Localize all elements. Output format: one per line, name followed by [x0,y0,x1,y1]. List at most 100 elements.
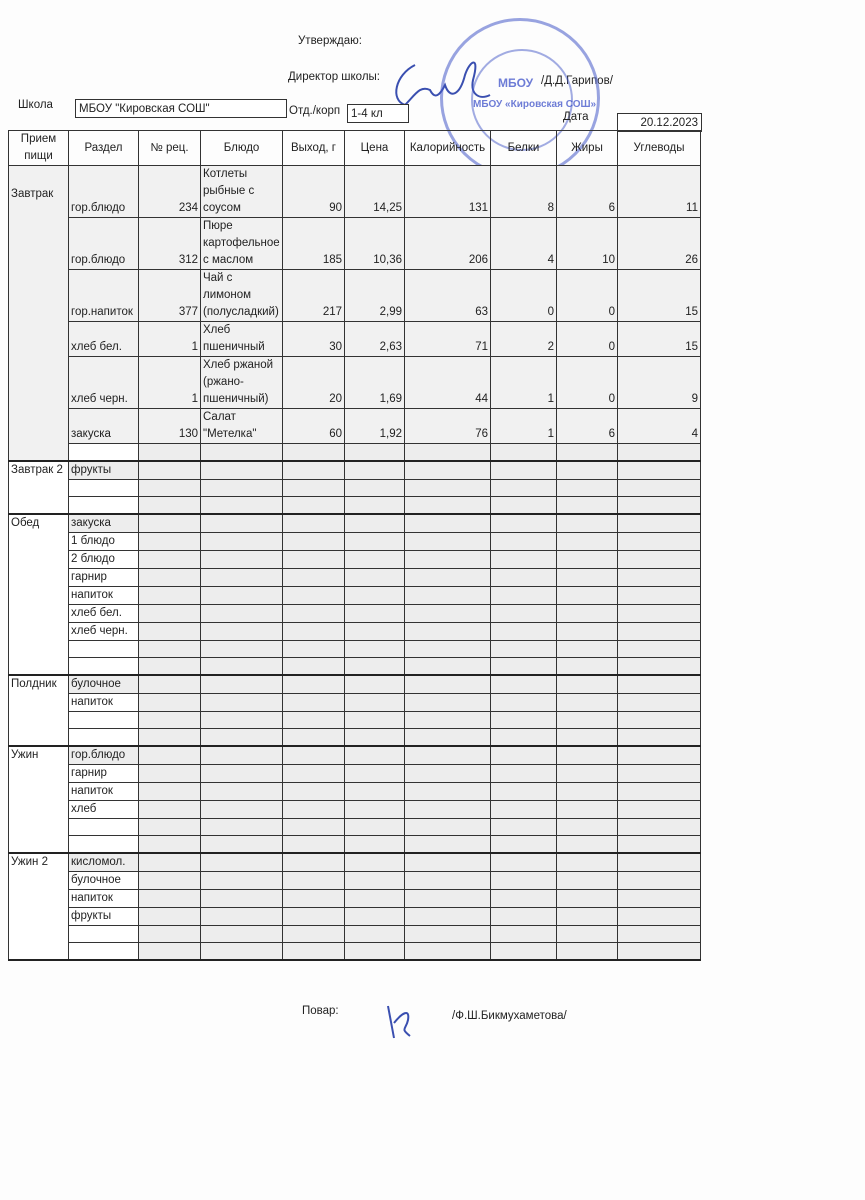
cell-dish [200,728,283,747]
cell-fat [556,925,618,943]
cell-section: хлеб черн. [68,622,139,641]
cell-carbs [617,693,701,712]
table-row: фрукты [9,907,701,926]
cell-protein [490,925,557,943]
meal-name: Завтрак [8,165,69,462]
cell-section [68,657,139,676]
cell-price [344,640,405,658]
cell-section [68,496,139,515]
cell-carbs: 11 [617,165,701,218]
cell-dish [200,622,283,641]
table-row [9,925,701,943]
cell-kcal [404,532,491,551]
cell-recipe [138,568,201,587]
cell-recipe [138,925,201,943]
cell-price: 1,92 [344,408,405,444]
cell-yield [282,586,345,605]
cell-carbs [617,852,701,872]
cell-recipe [138,942,201,961]
cell-recipe [138,604,201,623]
cell-kcal [404,568,491,587]
cell-carbs: 15 [617,269,701,322]
director-label: Директор школы: [288,71,380,83]
cell-price [344,852,405,872]
table-row [9,479,701,497]
cell-section: гарнир [68,568,139,587]
cell-section [68,942,139,961]
cell-yield [282,835,345,854]
cell-dish [200,496,283,515]
cell-kcal [404,622,491,641]
cell-recipe: 1 [138,356,201,409]
table-row [9,942,701,961]
cell-price [344,513,405,533]
cell-dish [200,942,283,961]
cell-price [344,728,405,747]
cell-recipe: 130 [138,408,201,444]
cell-dish [200,889,283,908]
column-header: Калорийность [404,130,491,166]
cell-section: закуска [68,408,139,444]
cell-protein [490,674,557,694]
cell-yield [282,693,345,712]
cell-dish: Котлеты рыбные с соусом [200,165,283,218]
cell-section [68,818,139,836]
column-header: Прием пищи [8,130,69,166]
cell-protein: 8 [490,165,557,218]
cell-yield [282,674,345,694]
cell-price [344,871,405,890]
cell-dish [200,568,283,587]
column-header: Блюдо [200,130,283,166]
cell-carbs [617,443,701,462]
cell-section: фрукты [68,907,139,926]
cell-fat [556,907,618,926]
cell-price [344,443,405,462]
cell-recipe: 1 [138,321,201,357]
meal-name: Завтрак 2 [8,460,69,515]
cell-protein [490,604,557,623]
cook-label: Повар: [302,1005,339,1017]
cell-recipe [138,852,201,872]
cell-carbs [617,907,701,926]
cell-protein [490,513,557,533]
cell-fat [556,568,618,587]
cell-price [344,745,405,765]
cell-price [344,586,405,605]
cell-yield [282,800,345,819]
table-row: Завтрак гор.блюдо 234 Котлеты рыбные с соус… [8,165,701,462]
cell-section: булочное [68,871,139,890]
cell-section: гор.блюдо [68,745,139,765]
cell-price [344,674,405,694]
cell-kcal [404,657,491,676]
cell-dish [200,604,283,623]
cell-recipe [138,728,201,747]
cell-dish [200,693,283,712]
cell-section [68,728,139,747]
cell-kcal [404,871,491,890]
cell-dish [200,640,283,658]
cell-dish [200,871,283,890]
cell-yield: 185 [282,217,345,270]
cell-price [344,925,405,943]
cell-dish [200,443,283,462]
cell-section: напиток [68,586,139,605]
cell-protein [490,479,557,497]
cell-kcal [404,889,491,908]
cell-protein [490,907,557,926]
cell-price [344,711,405,729]
cell-dish [200,513,283,533]
cell-kcal [404,728,491,747]
cell-price [344,693,405,712]
cell-price: 10,36 [344,217,405,270]
cell-kcal [404,852,491,872]
cell-yield [282,479,345,497]
cell-price [344,460,405,480]
cell-recipe [138,835,201,854]
cell-section [68,925,139,943]
cell-price [344,657,405,676]
cook-name: /Ф.Ш.Бикмухаметова/ [452,1010,567,1022]
cell-protein [490,622,557,641]
cell-fat [556,443,618,462]
cell-section: кисломол. [68,852,139,872]
